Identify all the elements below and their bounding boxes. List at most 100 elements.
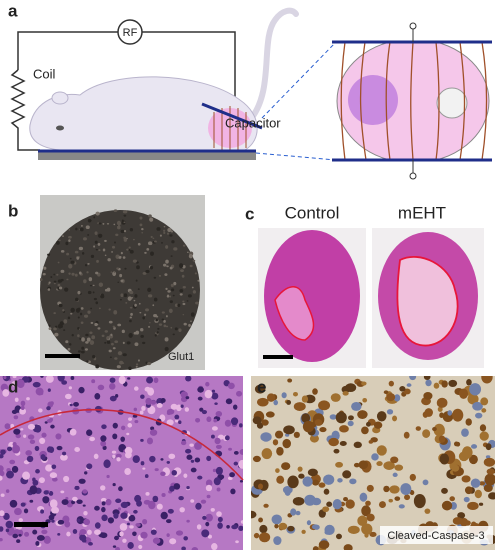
texture <box>169 300 173 304</box>
texture <box>67 316 71 320</box>
texture <box>281 392 287 399</box>
texture <box>126 522 130 526</box>
texture <box>142 518 148 525</box>
texture <box>27 423 36 430</box>
texture <box>77 334 80 338</box>
texture <box>23 434 27 438</box>
texture <box>148 214 152 218</box>
tumor-zoom <box>336 42 490 160</box>
texture <box>167 290 171 293</box>
texture <box>204 389 213 399</box>
texture <box>215 444 222 450</box>
texture <box>12 376 17 379</box>
texture <box>165 259 169 264</box>
texture <box>217 522 223 529</box>
texture <box>119 273 123 278</box>
texture <box>112 454 116 459</box>
texture <box>128 332 133 338</box>
texture <box>190 312 195 317</box>
capacitor-plate <box>201 102 263 130</box>
texture <box>348 415 354 421</box>
texture <box>128 249 131 251</box>
texture <box>239 423 243 428</box>
texture <box>206 494 211 499</box>
texture <box>235 540 239 544</box>
texture <box>461 475 471 483</box>
texture <box>478 502 484 506</box>
texture <box>166 461 171 464</box>
texture <box>87 218 92 223</box>
texture <box>432 427 437 432</box>
stain-label: Cleaved-Caspase-3 <box>387 530 484 542</box>
texture <box>166 519 172 524</box>
texture <box>26 397 30 401</box>
texture <box>120 251 123 255</box>
texture <box>48 514 55 521</box>
texture <box>174 419 179 423</box>
texture <box>483 457 495 467</box>
texture <box>472 401 483 411</box>
texture <box>210 434 215 439</box>
rf-source <box>117 19 143 45</box>
texture <box>75 227 78 231</box>
texture <box>76 516 85 525</box>
texture <box>11 409 18 414</box>
texture <box>152 304 155 307</box>
texture <box>68 272 71 275</box>
texture <box>312 479 320 486</box>
texture <box>60 249 65 253</box>
texture <box>423 376 431 380</box>
texture <box>154 240 157 243</box>
texture <box>40 278 43 282</box>
texture <box>467 393 479 405</box>
texture <box>43 535 51 544</box>
texture <box>171 240 175 244</box>
texture <box>447 410 453 416</box>
texture <box>77 316 80 319</box>
texture <box>389 485 400 494</box>
texture <box>188 253 193 259</box>
texture <box>358 460 369 470</box>
texture <box>77 518 81 523</box>
texture <box>149 429 158 436</box>
texture <box>197 396 203 401</box>
texture <box>96 259 99 263</box>
texture <box>332 499 342 510</box>
texture <box>2 389 10 397</box>
texture <box>106 336 110 340</box>
texture <box>347 525 360 535</box>
texture <box>128 366 132 370</box>
texture <box>63 319 68 324</box>
texture <box>64 393 72 400</box>
texture <box>343 544 353 550</box>
texture <box>78 386 85 394</box>
texture <box>68 239 71 242</box>
texture <box>135 363 139 366</box>
texture <box>466 379 472 386</box>
texture <box>118 486 123 492</box>
texture <box>0 493 5 497</box>
texture <box>357 515 368 527</box>
texture <box>281 462 291 470</box>
texture <box>66 252 70 256</box>
texture <box>392 472 398 478</box>
texture <box>468 454 478 465</box>
texture <box>259 532 271 543</box>
texture <box>113 223 116 226</box>
texture <box>119 360 124 365</box>
texture <box>22 471 31 480</box>
texture <box>485 455 491 459</box>
texture <box>326 501 333 507</box>
texture <box>121 329 125 334</box>
texture <box>122 256 126 259</box>
texture <box>486 468 495 475</box>
texture <box>274 523 279 529</box>
texture <box>157 327 160 330</box>
texture <box>153 377 159 384</box>
texture <box>60 269 65 273</box>
texture <box>87 290 92 295</box>
texture <box>172 294 175 297</box>
texture <box>451 464 460 472</box>
texture <box>104 239 107 242</box>
texture <box>89 436 96 442</box>
